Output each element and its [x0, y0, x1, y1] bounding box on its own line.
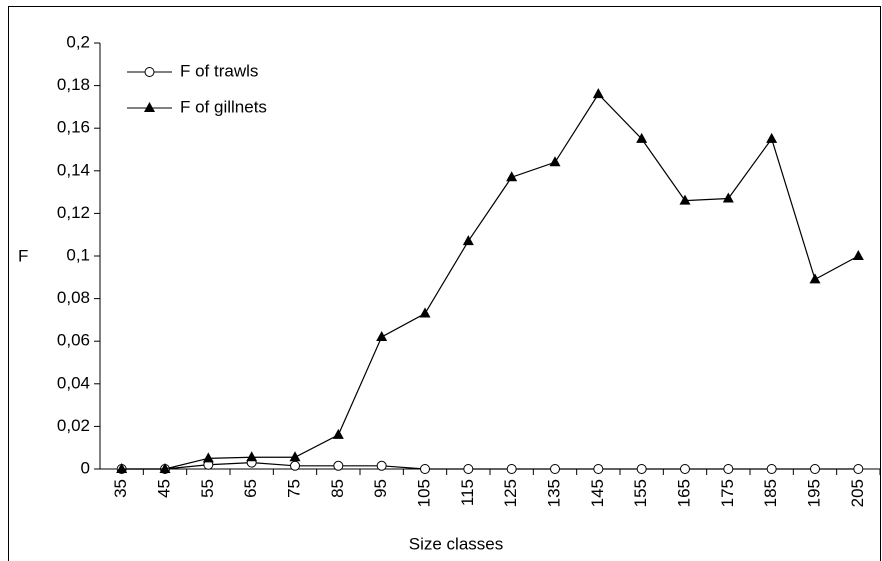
circle-marker — [463, 464, 474, 474]
circle-marker — [853, 464, 864, 474]
x-tick-label: 75 — [284, 479, 303, 498]
circle-marker — [506, 464, 517, 474]
circle-marker — [420, 464, 430, 474]
x-tick-label: 85 — [328, 479, 347, 498]
circle-marker — [810, 464, 820, 474]
triangle-marker — [636, 132, 648, 143]
y-tick-label: 0,04 — [57, 373, 90, 392]
x-tick-label: 105 — [414, 479, 433, 507]
y-tick-label: 0,14 — [57, 160, 90, 179]
triangle-marker — [549, 156, 561, 167]
series-line — [121, 93, 859, 470]
triangle-marker — [246, 451, 258, 462]
chart-frame — [8, 6, 881, 561]
circle-marker — [550, 464, 560, 474]
x-tick-label: 195 — [804, 479, 823, 507]
triangle-marker — [289, 451, 301, 462]
x-tick-label: 55 — [198, 479, 217, 498]
circle-marker — [333, 460, 344, 471]
y-tick-label: 0,18 — [57, 75, 90, 94]
y-tick-label: 0,16 — [57, 118, 90, 137]
triangle-marker — [766, 132, 778, 143]
x-tick-label: 145 — [588, 479, 607, 507]
circle-marker — [766, 464, 777, 474]
circle-marker — [376, 460, 387, 471]
triangle-marker — [419, 307, 431, 318]
triangle-marker — [202, 452, 214, 463]
x-tick-label: 95 — [371, 479, 390, 498]
triangle-marker — [462, 235, 474, 246]
x-tick-label: 205 — [848, 479, 867, 507]
x-tick-label: 155 — [631, 479, 650, 507]
x-tick-label: 125 — [501, 479, 520, 507]
triangle-marker — [809, 273, 821, 284]
circle-marker — [723, 464, 734, 474]
y-tick-label: 0 — [81, 458, 90, 477]
triangle-marker — [852, 250, 864, 260]
y-tick-label: 0,1 — [66, 245, 90, 264]
triangle-marker — [679, 194, 691, 205]
x-tick-label: 65 — [241, 479, 260, 498]
series-line — [121, 462, 859, 470]
triangle-marker — [506, 171, 518, 182]
triangle-marker — [376, 330, 388, 341]
triangle-marker — [159, 463, 171, 473]
triangle-marker — [592, 88, 604, 99]
legend-label: F of gillnets — [180, 97, 267, 116]
triangle-marker — [116, 463, 128, 473]
y-tick-label: 0,12 — [57, 203, 90, 222]
x-tick-label: 135 — [544, 479, 563, 507]
circle-marker — [593, 464, 604, 474]
y-tick-label: 0,08 — [57, 288, 90, 307]
x-tick-label: 115 — [458, 479, 477, 506]
circle-marker — [636, 464, 647, 474]
x-tick-label: 45 — [154, 479, 173, 498]
legend-marker — [144, 67, 155, 77]
triangle-marker — [332, 428, 344, 439]
x-axis-label: Size classes — [409, 534, 503, 553]
x-tick-label: 165 — [674, 479, 693, 507]
x-tick-label: 175 — [718, 479, 737, 507]
y-tick-label: 0,02 — [57, 416, 90, 435]
legend-label: F of trawls — [180, 61, 258, 80]
y-tick-label: 0,06 — [57, 331, 90, 350]
y-tick-label: 0,2 — [66, 32, 90, 51]
triangle-marker — [722, 192, 734, 203]
circle-marker — [290, 460, 300, 471]
y-axis-label: F — [18, 246, 28, 265]
x-tick-label: 35 — [111, 479, 130, 498]
legend-marker — [144, 102, 155, 112]
x-tick-label: 185 — [761, 479, 780, 507]
circle-marker — [680, 464, 690, 474]
